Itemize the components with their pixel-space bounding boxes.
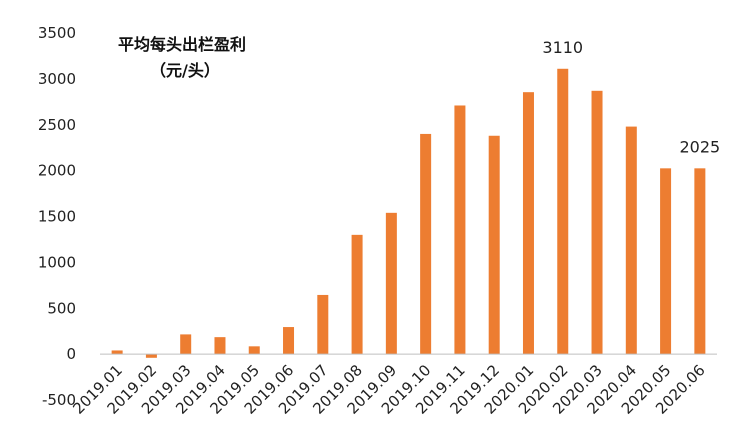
y-tick-label: 1500 bbox=[38, 208, 76, 226]
bar bbox=[625, 126, 637, 355]
y-tick-label: 1000 bbox=[38, 253, 76, 271]
bars bbox=[111, 68, 706, 358]
bar bbox=[488, 135, 500, 355]
bar bbox=[694, 168, 706, 355]
bar bbox=[522, 92, 534, 355]
y-tick-label: 3000 bbox=[38, 70, 76, 88]
y-tick-label: 0 bbox=[66, 345, 76, 363]
bar bbox=[283, 327, 295, 355]
bar bbox=[454, 105, 466, 355]
bar bbox=[317, 294, 329, 355]
bar bbox=[557, 68, 569, 355]
data-label: 2025 bbox=[680, 137, 721, 156]
bar bbox=[145, 354, 157, 358]
bar bbox=[351, 234, 363, 355]
annotations: 3110 2025 bbox=[542, 38, 720, 157]
chart-title: 平均每头出栏盈利 bbox=[118, 35, 246, 54]
bar bbox=[385, 212, 397, 355]
data-label: 3110 bbox=[542, 38, 583, 57]
bar bbox=[591, 90, 603, 355]
bar bbox=[180, 334, 192, 355]
bar bbox=[660, 168, 672, 355]
y-tick-label: 2000 bbox=[38, 162, 76, 180]
bar bbox=[248, 346, 260, 355]
x-axis: 2019.012019.022019.032019.042019.052019.… bbox=[69, 361, 708, 418]
y-tick-label: 2500 bbox=[38, 116, 76, 134]
bar bbox=[214, 337, 226, 355]
bar bbox=[111, 350, 123, 355]
y-tick-label: 3500 bbox=[38, 24, 76, 42]
chart-subtitle: （元/头） bbox=[150, 61, 220, 80]
y-tick-label: -500 bbox=[42, 391, 76, 409]
bar bbox=[420, 133, 432, 355]
y-tick-label: 500 bbox=[47, 299, 76, 317]
y-axis: -500 0 500 1000 1500 2000 2500 3000 3500 bbox=[38, 24, 76, 409]
